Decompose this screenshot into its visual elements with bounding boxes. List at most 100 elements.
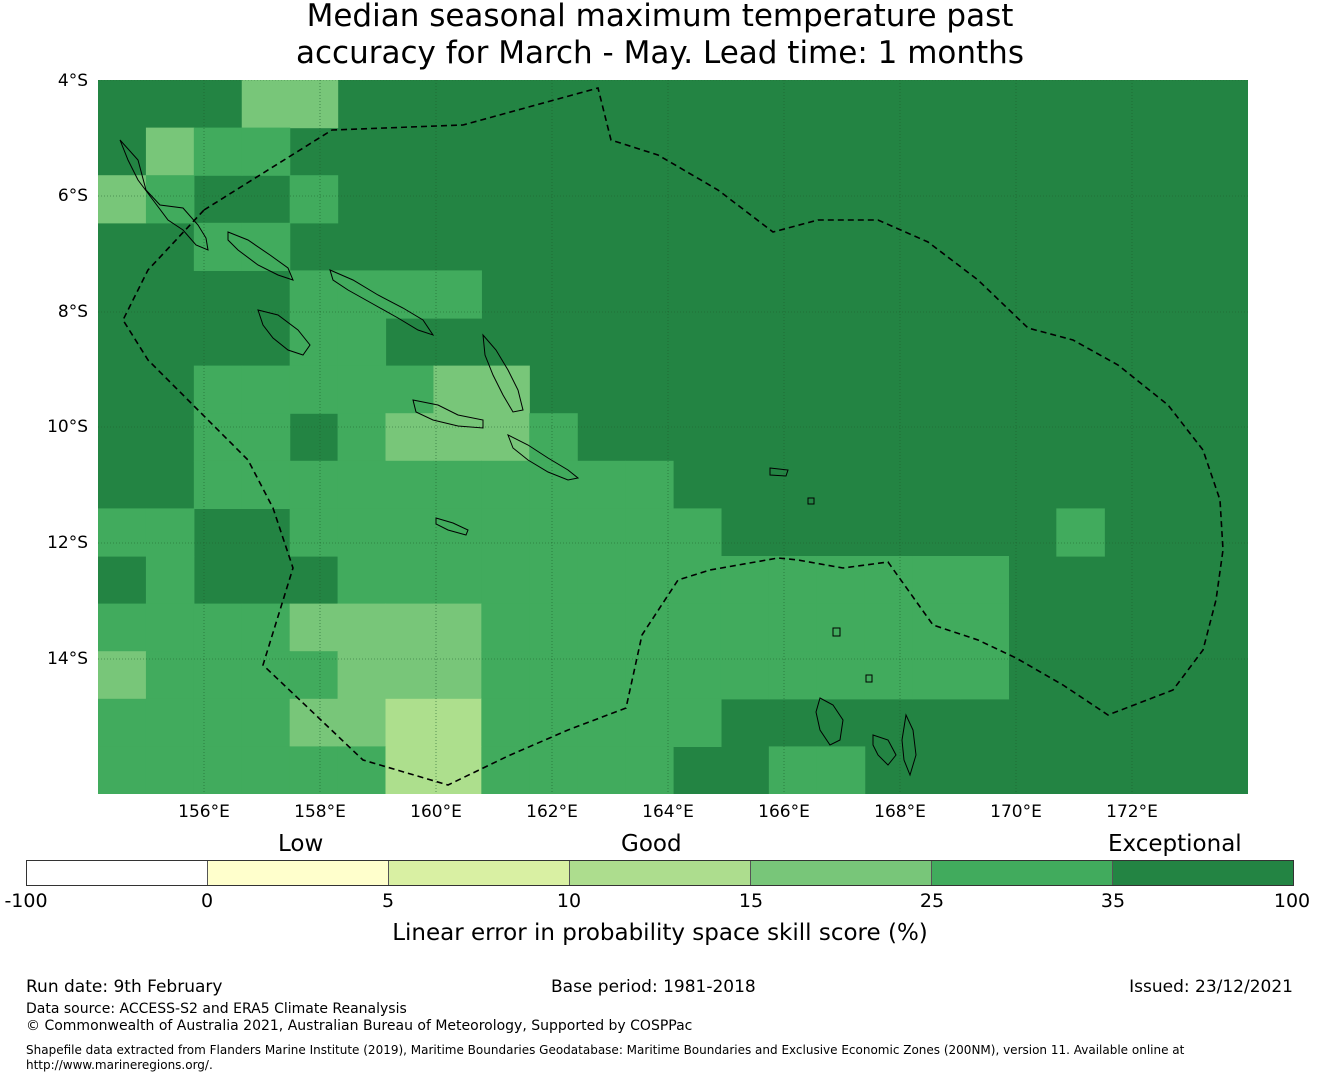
skill-cell [289,175,339,224]
skill-cell [241,413,291,462]
skill-cell [145,127,195,176]
skill-cell [577,651,626,700]
skill-cell [720,651,770,700]
issued-date: Issued: 23/12/2021 [1129,977,1293,997]
skill-cell [145,556,195,605]
skill-cell [577,603,626,652]
graticule [98,80,1248,794]
skill-cell [337,413,387,462]
skill-cell [337,556,387,605]
skill-cell [289,746,339,794]
skill-cell [481,556,530,605]
skill-cell [625,698,674,747]
skill-cell [625,651,674,700]
skill-cell [289,365,339,414]
skill-cell [193,413,243,462]
skill-cell [816,651,866,700]
skill-cell [433,698,482,747]
data-source: Data source: ACCESS-S2 and ERA5 Climate … [26,1001,407,1017]
skill-cell [625,603,674,652]
skill-cell [481,603,530,652]
skill-cell [433,270,482,319]
skill-cell [385,556,435,605]
map-title: Median seasonal maximum temperature past… [0,0,1320,72]
skill-cell [337,318,387,367]
colorbar-tick: 25 [919,890,945,912]
skill-cell [1056,508,1105,557]
skill-cell [673,698,722,747]
skill-cell [529,508,578,557]
colorbar [26,860,1294,886]
coast-new-caledonia [901,713,917,777]
skill-cell [145,175,195,224]
skill-cell [385,603,435,652]
colorbar-tick: 0 [200,890,214,912]
skill-cell [577,508,626,557]
skill-cell [289,508,339,557]
lon-label-158e: 158°E [294,802,346,822]
skill-cell [193,460,243,509]
colorbar-segment-5 [751,861,932,885]
coast-bougainville [119,139,209,251]
coast-malakula [872,734,897,766]
colorbar-tick: 100 [1273,890,1311,912]
lat-label-14s: 14°S [47,649,88,669]
skill-cell [625,460,674,509]
lon-label-162e: 162°E [526,802,578,822]
skill-cell [98,508,147,557]
skill-cell [385,413,435,462]
lat-label-12s: 12°S [47,533,88,553]
skill-cell [912,651,962,700]
lon-label-160e: 160°E [410,802,462,822]
skill-cell [145,603,195,652]
colorbar-tick: 10 [556,890,582,912]
colorbar-tick: 35 [1100,890,1126,912]
shapefile-credit-line-2: http://www.marineregions.org/. [26,1058,213,1072]
skill-cell [241,651,291,700]
skill-cell [529,651,578,700]
lat-label-8s: 8°S [57,302,88,322]
skill-cell [673,556,722,605]
colorbar-segment-6 [932,861,1113,885]
title-line-2: accuracy for March - May. Lead time: 1 m… [296,35,1024,71]
skill-cell [816,556,866,605]
skill-cell [481,413,530,462]
skill-cell [433,365,482,414]
skill-cell [433,746,482,794]
skill-cell [960,651,1010,700]
skill-cell [385,460,435,509]
colorbar-label: Linear error in probability space skill … [392,920,928,946]
coast-efate [832,627,841,637]
skill-cell [912,556,962,605]
skill-cell [145,651,195,700]
skill-cell [577,746,626,794]
skill-cell [433,413,482,462]
skill-cell [625,556,674,605]
coast-santa-isabel [329,269,435,336]
skill-cell [433,460,482,509]
skill-cell [337,460,387,509]
skill-cell [193,746,243,794]
lon-label-170e: 170°E [990,802,1042,822]
skill-cell [529,746,578,794]
skill-cell [337,746,387,794]
skill-cell [816,746,866,794]
skill-grid-cells [98,80,1105,794]
coast-guadalcanal [412,399,484,429]
skill-cell [433,651,482,700]
skill-cell [577,460,626,509]
skill-cell [241,222,291,271]
skill-cell [289,318,339,367]
colorbar-segment-2 [208,861,389,885]
skill-cell [481,698,530,747]
skill-cell [193,127,243,176]
shapefile-credit-line-1: Shapefile data extracted from Flanders M… [26,1043,1185,1057]
skill-cell [912,603,962,652]
skill-cell [337,698,387,747]
lat-label-6s: 6°S [57,186,88,206]
copyright: © Commonwealth of Australia 2021, Austra… [26,1018,693,1034]
base-period: Base period: 1981-2018 [551,977,756,997]
skill-cell [337,270,387,319]
legend-category-low: Low [278,831,324,857]
lon-label-166e: 166°E [758,802,810,822]
